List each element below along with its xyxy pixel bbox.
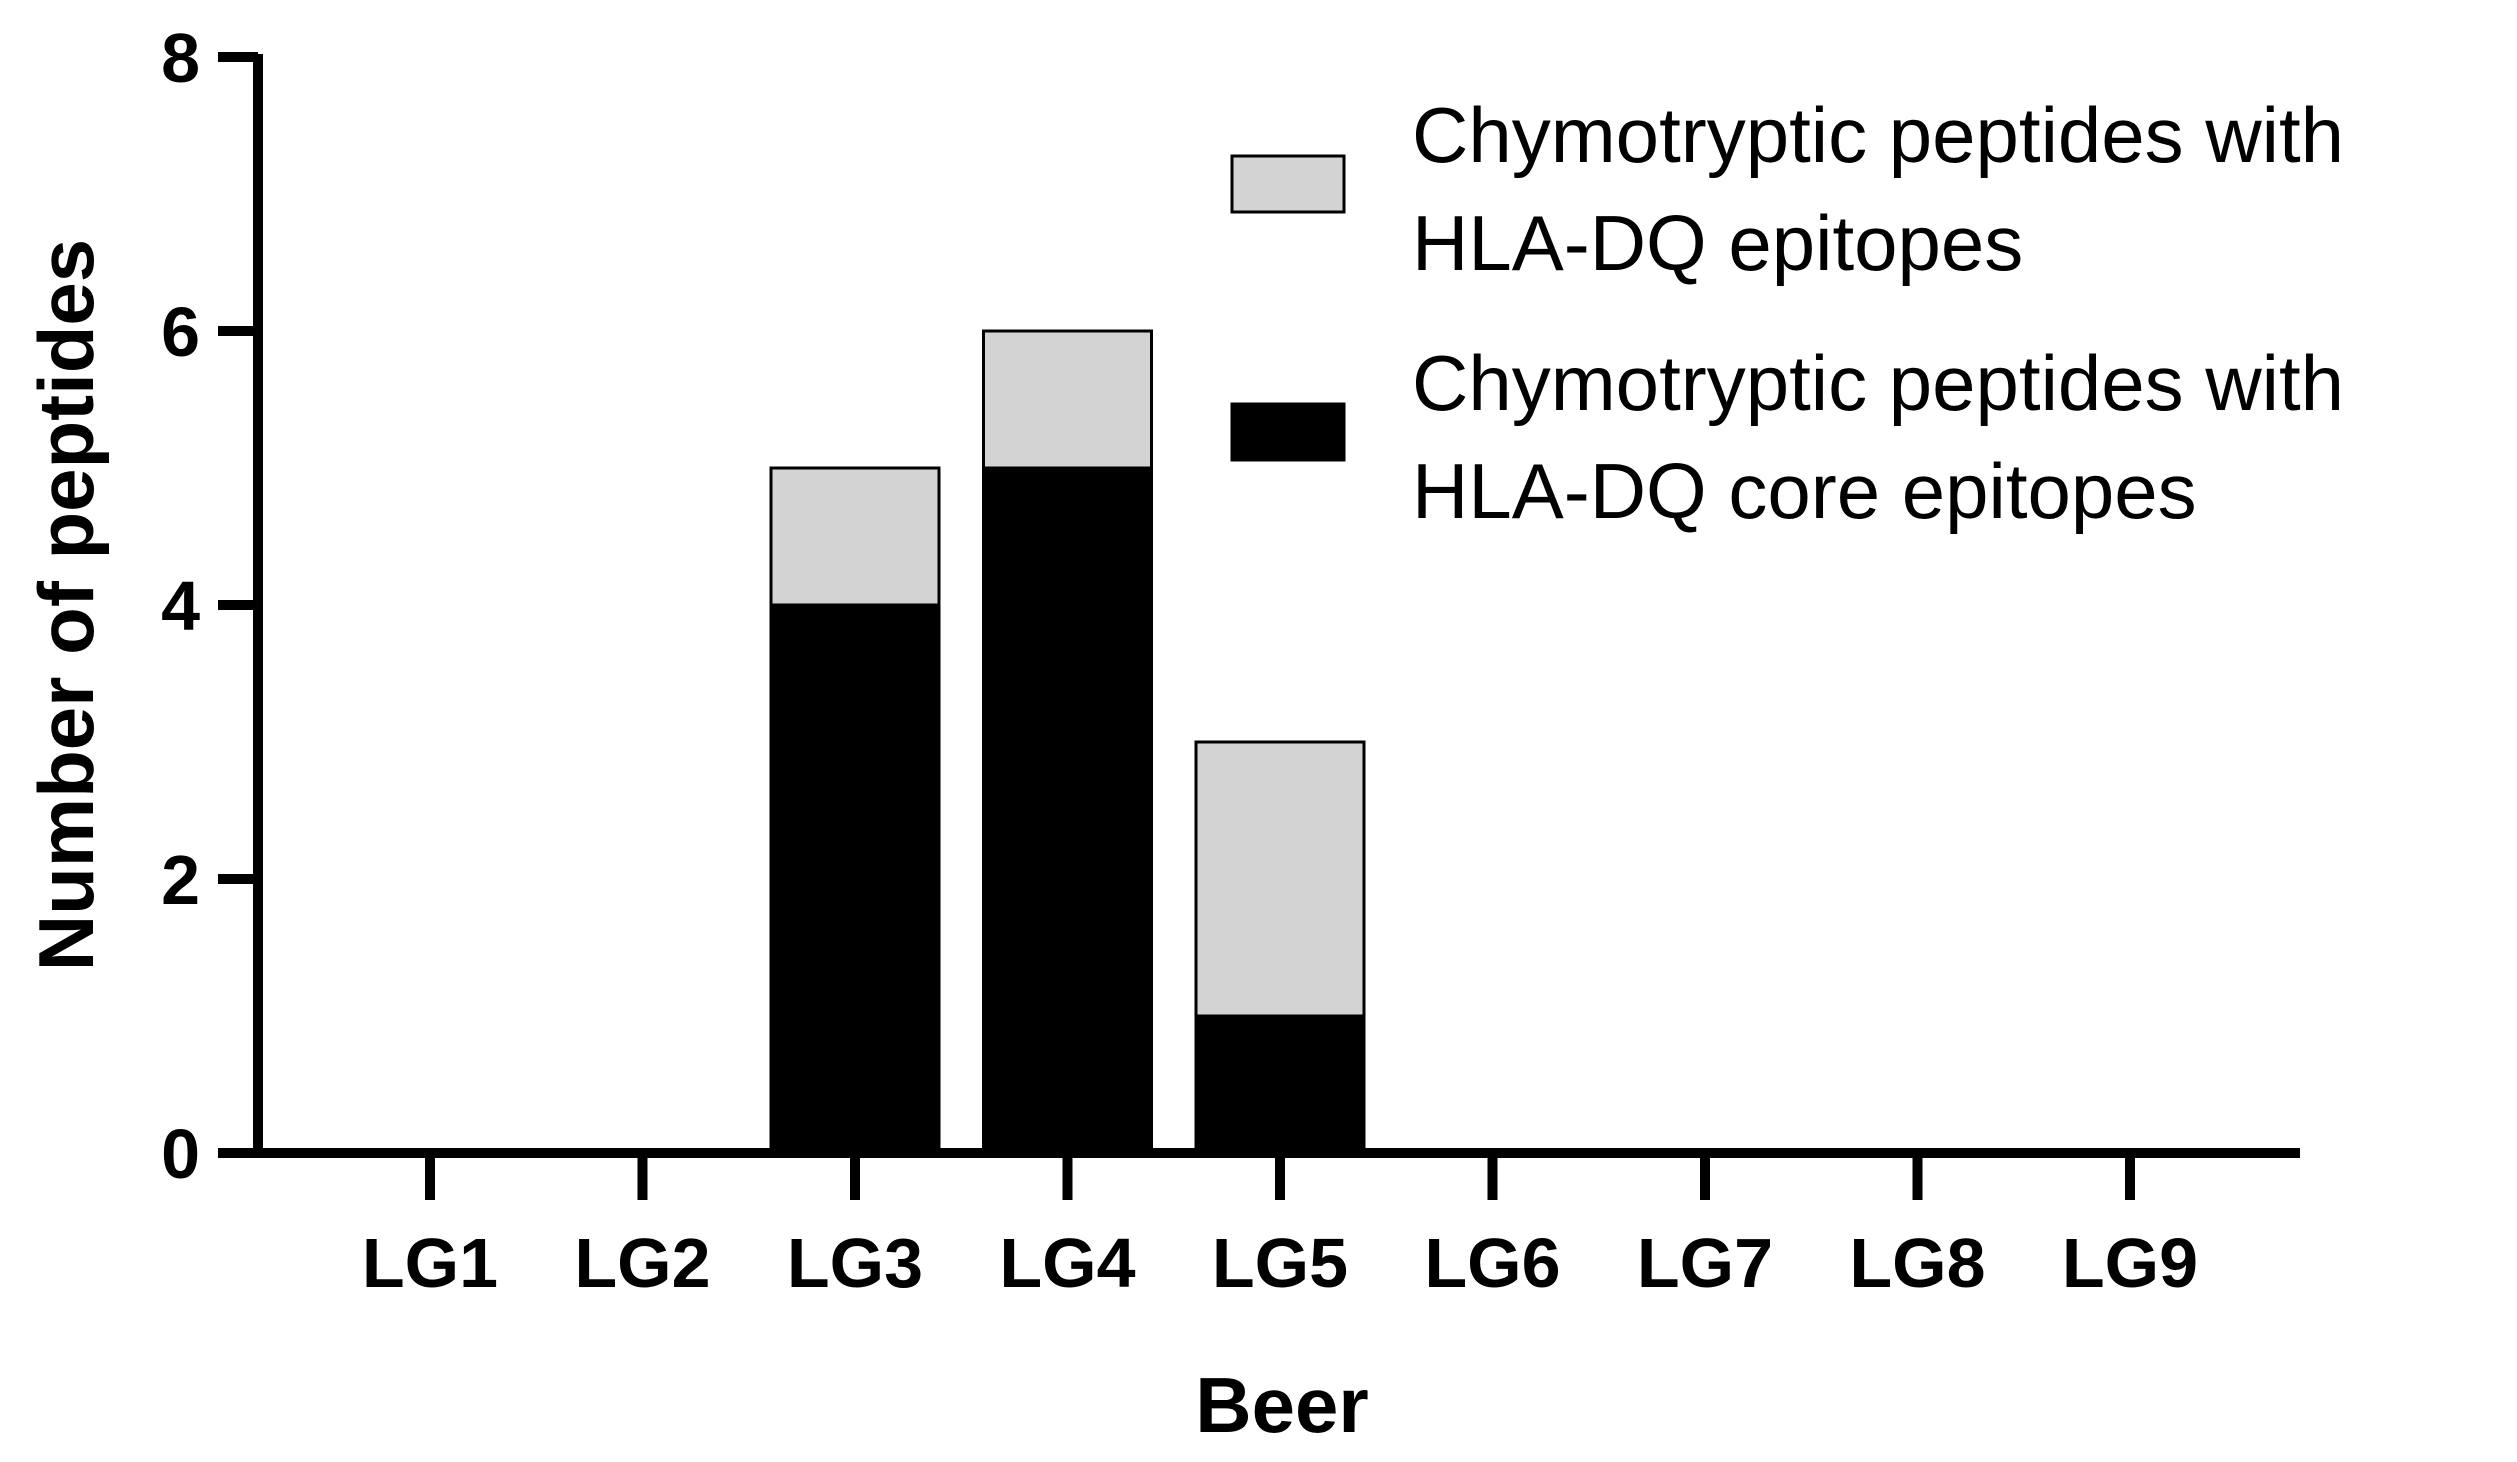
bar-lg4-series-1 — [982, 329, 1153, 470]
x-tick-label-lg1: LG1 — [362, 1224, 498, 1302]
bars-layer — [769, 329, 1366, 1155]
legend-swatch-1 — [1230, 402, 1346, 462]
x-ticks-layer: LG1 LG2 LG3 LG4 LG5 LG6 LG7 LG8 LG9 — [362, 1153, 2198, 1302]
y-tick-label-8: 8 — [161, 19, 200, 97]
legend: Chymotryptic peptides with HLA-DQ epitope… — [1230, 91, 2344, 535]
x-tick-label-lg9: LG9 — [2062, 1224, 2198, 1302]
legend-label-0: Chymotryptic peptides with HLA-DQ epitope… — [1412, 91, 2344, 287]
x-tick-label-lg4: LG4 — [999, 1224, 1135, 1302]
x-axis-title: Beer — [1195, 1361, 1368, 1449]
bar-lg4-series-0 — [982, 466, 1153, 1155]
legend-entry-1: Chymotryptic peptides with HLA-DQ core ep… — [1230, 339, 2344, 535]
legend-label-line-0-0: Chymotryptic peptides with — [1412, 91, 2344, 179]
bar-lg5-series-1 — [1194, 740, 1366, 1018]
x-tick-label-lg7: LG7 — [1637, 1224, 1773, 1302]
legend-label-line-0-1: HLA-DQ epitopes — [1412, 199, 2023, 287]
legend-swatch-0 — [1230, 154, 1346, 214]
y-ticks-layer: 0 2 4 6 8 — [161, 19, 258, 1193]
legend-label-line-1-1: HLA-DQ core epitopes — [1412, 447, 2197, 535]
y-tick-label-4: 4 — [161, 567, 200, 645]
legend-entry-0: Chymotryptic peptides with HLA-DQ epitope… — [1230, 91, 2344, 287]
x-tick-label-lg5: LG5 — [1212, 1224, 1348, 1302]
bar-lg3-series-1 — [769, 466, 941, 607]
bar-lg5-series-0 — [1194, 1014, 1366, 1155]
y-tick-label-2: 2 — [161, 841, 200, 919]
x-tick-label-lg2: LG2 — [574, 1224, 710, 1302]
y-tick-label-0: 0 — [161, 1115, 200, 1193]
x-tick-label-lg6: LG6 — [1424, 1224, 1560, 1302]
legend-label-1: Chymotryptic peptides with HLA-DQ core ep… — [1412, 339, 2344, 535]
x-tick-label-lg8: LG8 — [1849, 1224, 1985, 1302]
legend-label-line-1-0: Chymotryptic peptides with — [1412, 339, 2344, 427]
y-tick-label-6: 6 — [161, 293, 200, 371]
x-tick-label-lg3: LG3 — [787, 1224, 923, 1302]
bar-lg3-series-0 — [769, 603, 941, 1155]
y-axis-title: Number of peptides — [22, 239, 110, 971]
